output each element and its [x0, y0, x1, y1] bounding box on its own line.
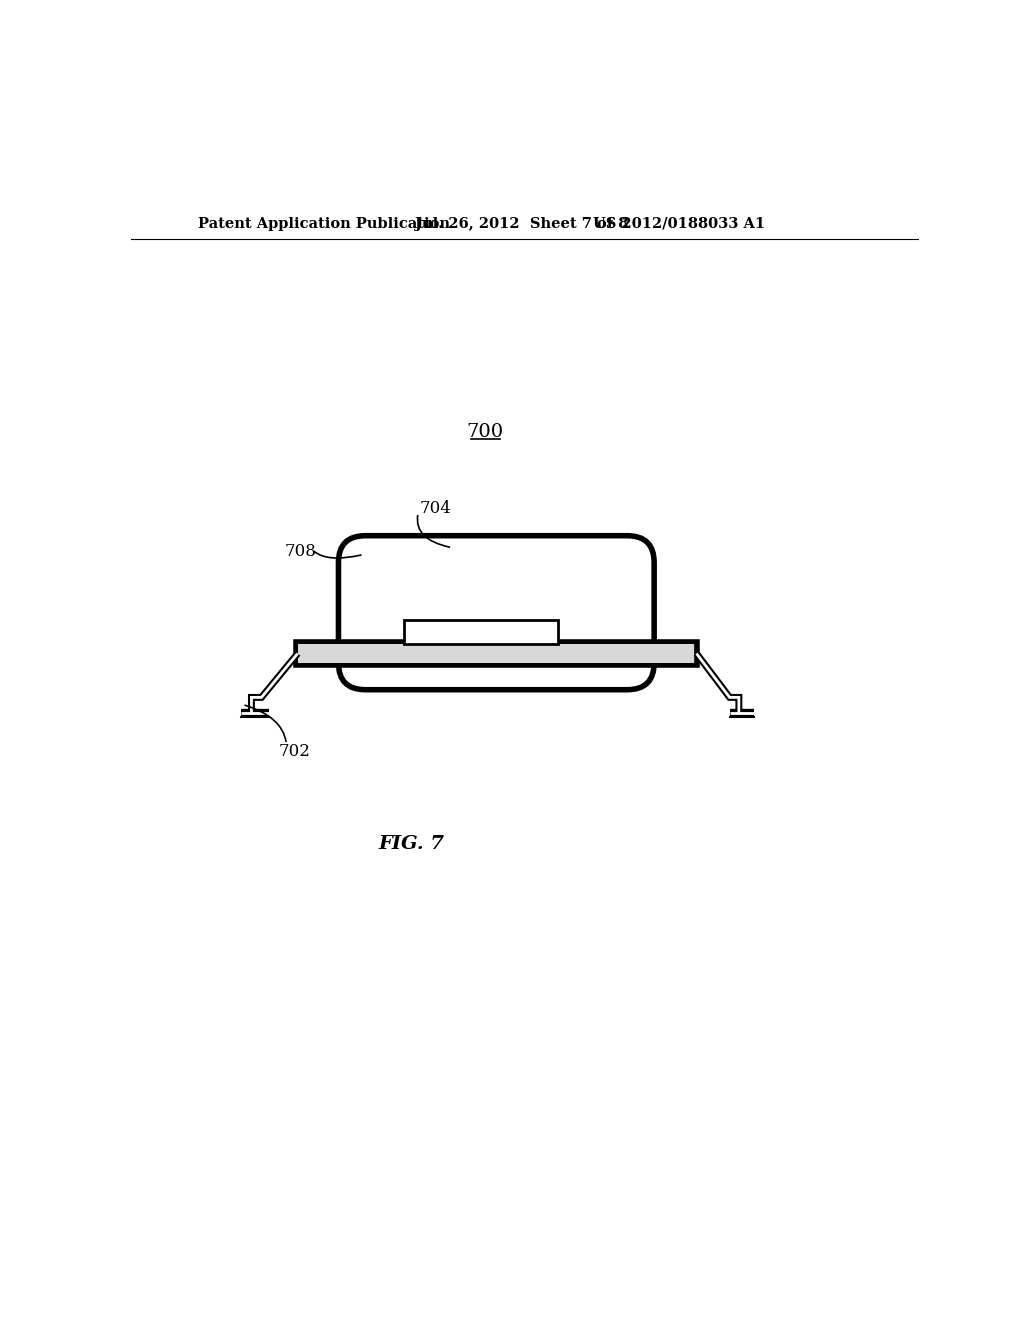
Text: 700: 700 — [466, 422, 504, 441]
Text: 702: 702 — [279, 743, 310, 760]
Bar — [403, 620, 558, 644]
Text: 708: 708 — [285, 543, 316, 560]
Bar — [296, 642, 696, 665]
Text: Jul. 26, 2012  Sheet 7 of 8: Jul. 26, 2012 Sheet 7 of 8 — [416, 216, 629, 231]
Text: US 2012/0188033 A1: US 2012/0188033 A1 — [593, 216, 765, 231]
Text: FIG. 7: FIG. 7 — [379, 834, 444, 853]
Bar — [298, 644, 694, 663]
Text: Patent Application Publication: Patent Application Publication — [199, 216, 451, 231]
FancyBboxPatch shape — [339, 536, 654, 689]
Text: 704: 704 — [420, 500, 452, 517]
